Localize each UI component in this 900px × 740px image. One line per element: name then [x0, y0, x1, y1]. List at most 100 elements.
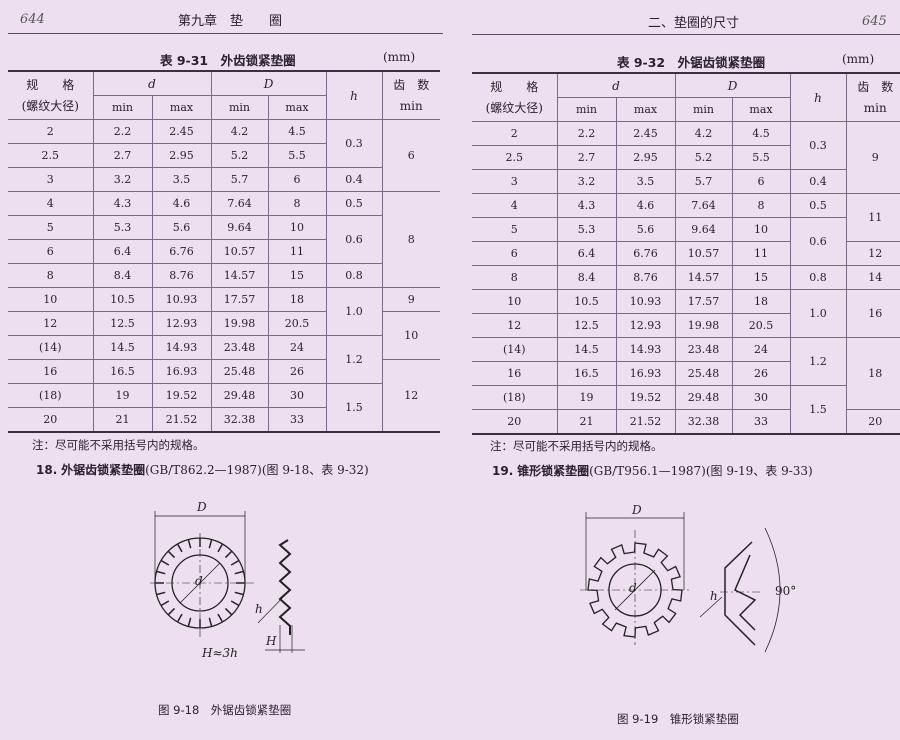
cell: 8: [267, 191, 327, 216]
cell: (14): [8, 335, 94, 360]
table-row: 12 12.5 12.93 19.98 20.5: [472, 313, 900, 338]
teeth-value: 11: [845, 193, 900, 242]
label-h: h: [710, 589, 718, 603]
cell: 33: [731, 409, 791, 435]
d-dimension-line: [614, 569, 656, 611]
formula-H: H≈3h: [201, 646, 238, 660]
figure-caption-9-18: 图 9-18 外锯齿锁紧垫圈: [158, 703, 292, 717]
cell: 10.93: [615, 289, 676, 314]
header-row: 规 格 (螺纹大径) d D h 齿 数 min: [8, 70, 440, 120]
cell: 2.45: [615, 121, 676, 146]
label-D: D: [196, 500, 207, 514]
h-value: 0.4: [325, 167, 382, 192]
washer-tooth: [176, 613, 183, 623]
cell: 6.76: [615, 241, 676, 266]
table-row: 6 6.4 6.76 10.57 11: [8, 239, 440, 264]
d-dimension-line: [179, 562, 221, 604]
label-d: d: [629, 581, 637, 595]
cell: 19.52: [615, 385, 676, 410]
cell: 10.5: [556, 289, 617, 314]
cell: 14.93: [151, 335, 212, 360]
cell: 5.3: [556, 217, 617, 242]
min-subheader: min: [93, 95, 153, 120]
section-title: 锥形锁紧垫圈: [517, 464, 590, 478]
table-9-32: 规 格 (螺纹大径) d D h 齿 数 min min max min max 2 2.2 2…: [472, 72, 900, 435]
cell: 20.5: [731, 313, 790, 338]
cell: 8: [8, 263, 94, 288]
cell: 2: [8, 119, 94, 144]
section-heading-19: 19. 锥形锁紧垫圈(GB/T956.1—1987)(图 9-19、表 9-33…: [492, 462, 813, 479]
cell: 3.5: [615, 169, 676, 194]
table-row: 8 8.4 8.76 14.57 15 0.8: [8, 263, 440, 288]
cell: 25.48: [674, 361, 733, 386]
cell: 5.2: [674, 145, 733, 170]
cell: 8.4: [556, 265, 617, 290]
cell: 30: [267, 383, 327, 408]
header-row: 规 格 (螺纹大径) d D h 齿 数 min: [472, 72, 900, 122]
h-value: 1.5: [789, 385, 846, 435]
cell: 10.93: [151, 287, 212, 312]
table-row: 2.5 2.7 2.95 5.2 5.5: [8, 143, 440, 168]
cell: 10.57: [674, 241, 733, 266]
table-row: 10 10.5 10.93 17.57 18 1.0 16: [472, 289, 900, 338]
subheader-row: min max min max: [472, 97, 900, 122]
cell: 2.5: [472, 145, 558, 170]
cell: 5.3: [92, 215, 153, 240]
h-value: 0.3: [789, 121, 847, 170]
cell: 25.48: [210, 359, 269, 384]
cell: 20: [472, 409, 558, 435]
cell: 33: [267, 407, 326, 433]
min-subheader: min: [674, 97, 733, 122]
cell: 9.64: [674, 217, 733, 242]
table-row: 5 5.3 5.6 9.64 10 0.6: [472, 217, 900, 266]
table-title-left: 表 9-31 外齿锁紧垫圈: [160, 53, 296, 68]
table-row: 6 6.4 6.76 10.57 11 12: [472, 241, 900, 266]
section-title: 外锯齿锁紧垫圈: [61, 463, 146, 477]
cell: 5: [472, 217, 558, 242]
washer-tooth: [217, 613, 224, 623]
min-subheader: min: [557, 97, 617, 122]
cell: 3.2: [556, 169, 617, 194]
cell: 18: [731, 289, 791, 314]
table-row: (14) 14.5 14.93 23.48 24 1.2 18: [472, 337, 900, 410]
cell: 12: [8, 311, 94, 336]
header-rule-left: [8, 33, 443, 34]
washer-tooth: [208, 617, 213, 627]
cell: 5.6: [615, 217, 676, 242]
table-note-left: 注：尽可能不采用括号内的规格。: [32, 438, 205, 452]
d-header: d: [92, 70, 212, 96]
cell: 6: [267, 167, 327, 192]
cell: 7.64: [210, 191, 269, 216]
cell: 16.5: [92, 359, 153, 384]
cell: 15: [267, 263, 327, 288]
section-number: 18.: [36, 463, 58, 477]
table-row: 5 5.3 5.6 9.64 10 0.6: [8, 215, 440, 264]
cell: 10.57: [210, 239, 269, 264]
table-title-right: 表 9-32 外锯齿锁紧垫圈: [617, 55, 766, 70]
section-number: 19.: [492, 464, 514, 478]
section-ref: (GB/T862.2—1987)(图 9-18、表 9-32): [145, 463, 369, 477]
spec-header: 规 格 (螺纹大径): [8, 70, 94, 120]
cell: 2: [472, 121, 558, 146]
washer-tooth: [208, 539, 213, 549]
washer-tooth: [230, 600, 240, 607]
table-unit-right: (mm): [842, 52, 875, 66]
h-value: 1.0: [789, 289, 847, 338]
teeth-value: 12: [845, 241, 900, 266]
cell: 16.5: [556, 361, 617, 386]
cell: 5.5: [267, 143, 326, 168]
cell: 6.76: [151, 239, 212, 264]
cell: 4.5: [731, 121, 791, 146]
washer-tooth: [167, 607, 176, 616]
teeth-value: 12: [381, 359, 440, 433]
table-row: 8 8.4 8.76 14.57 15 0.8 14: [472, 265, 900, 290]
running-head-left: 第九章 垫 圈: [178, 14, 283, 29]
washer-tooth: [187, 539, 192, 549]
cell: (14): [472, 337, 558, 362]
cell: 8: [731, 193, 791, 218]
cell: 5.5: [731, 145, 790, 170]
cell: 8.76: [615, 265, 676, 290]
teeth-value: 14: [845, 265, 900, 290]
running-head-right: 二、垫圈的尺寸: [648, 16, 740, 31]
